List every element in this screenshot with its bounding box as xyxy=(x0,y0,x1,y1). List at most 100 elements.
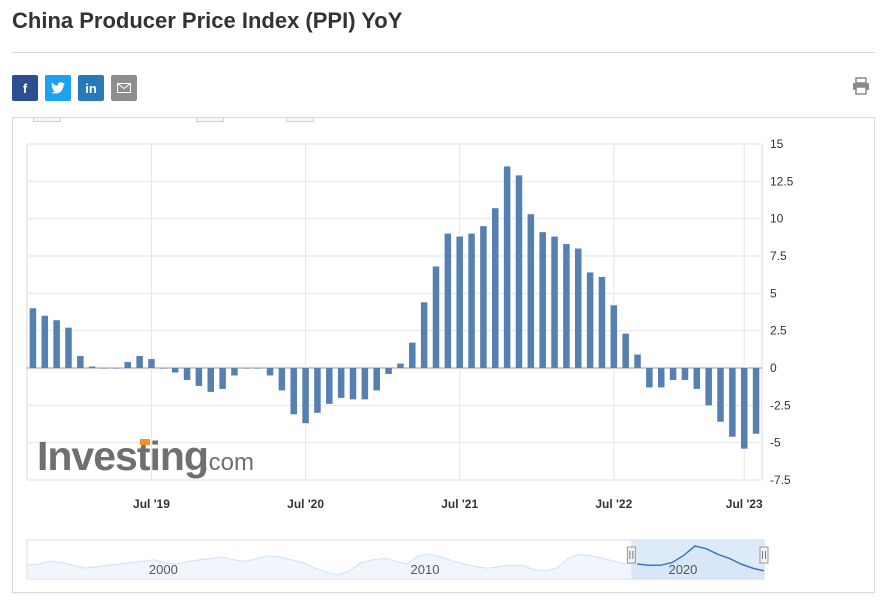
y-tick-label: 2.5 xyxy=(770,324,787,338)
data-bar xyxy=(112,368,120,369)
data-bar xyxy=(574,248,582,368)
data-bar xyxy=(717,368,724,422)
data-bar xyxy=(266,368,274,376)
data-bar xyxy=(361,368,369,400)
data-bar xyxy=(219,368,226,389)
y-tick-label: -5 xyxy=(770,436,781,450)
linkedin-icon: in xyxy=(85,80,97,96)
x-tick-label: Jul '22 xyxy=(595,497,632,511)
data-bar xyxy=(243,368,250,369)
navigator-handle-left[interactable] xyxy=(626,546,636,564)
email-share-button[interactable] xyxy=(111,75,137,101)
navigator-label: 2020 xyxy=(668,562,697,577)
data-bar xyxy=(195,368,203,386)
printer-icon[interactable] xyxy=(851,76,871,96)
data-bar xyxy=(669,368,677,380)
data-bar xyxy=(657,368,665,388)
data-bar xyxy=(646,368,653,388)
data-bar xyxy=(302,368,309,424)
data-bar xyxy=(729,368,736,437)
plot-area-frame xyxy=(26,143,763,481)
data-bar xyxy=(29,308,37,368)
y-tick-label: 7.5 xyxy=(770,249,787,263)
data-bar xyxy=(598,276,606,368)
watermark-accent xyxy=(140,439,150,445)
data-bar xyxy=(681,368,689,380)
data-bar xyxy=(326,368,333,404)
navigator-selected-line xyxy=(637,545,765,572)
data-bar xyxy=(480,226,487,368)
data-bar xyxy=(124,362,132,368)
navigator-area xyxy=(27,546,764,579)
data-bar xyxy=(77,356,84,368)
linkedin-share-button[interactable]: in xyxy=(78,75,104,101)
data-bar xyxy=(100,368,108,369)
y-tick-label: -2.5 xyxy=(770,398,791,412)
chart-container: 15 12.5 10 7.5 5 2.5 0 -2.5 -5 -7.5 Jul '19 Jul '20… xyxy=(12,117,875,593)
data-bar xyxy=(397,363,404,368)
y-tick-label: 15 xyxy=(770,137,784,151)
navigator-mask xyxy=(27,540,632,579)
data-bar xyxy=(88,366,96,368)
data-bar xyxy=(740,368,748,449)
data-bar xyxy=(586,272,594,368)
data-bar xyxy=(136,356,143,368)
data-bar xyxy=(634,354,641,368)
navigator-handle-right[interactable] xyxy=(759,546,769,564)
data-bar xyxy=(752,368,760,434)
data-bar xyxy=(65,327,72,368)
investing-watermark: Investing xyxy=(37,433,208,479)
x-tick-label: Jul '19 xyxy=(133,497,170,511)
data-bar xyxy=(503,166,511,368)
data-bar xyxy=(171,368,179,373)
toolbar-control[interactable] xyxy=(196,118,224,122)
facebook-share-button[interactable]: f xyxy=(12,75,38,101)
title-divider xyxy=(12,52,875,53)
x-tick-label: Jul '20 xyxy=(287,497,324,511)
twitter-icon xyxy=(51,82,65,94)
data-bar xyxy=(539,232,546,368)
data-bar xyxy=(444,233,452,368)
y-tick-label: 12.5 xyxy=(770,174,794,188)
y-tick-label: 5 xyxy=(770,286,777,300)
page-title: China Producer Price Index (PPI) YoY xyxy=(12,8,403,33)
data-bar xyxy=(551,236,558,368)
data-bar xyxy=(314,368,321,413)
x-tick-label: Jul '23 xyxy=(726,497,763,511)
data-bar xyxy=(563,244,570,368)
investing-watermark-suffix: .com xyxy=(202,449,254,476)
navigator-label: 2000 xyxy=(149,562,178,577)
data-bar xyxy=(148,359,155,368)
data-bar xyxy=(373,368,380,391)
data-bar xyxy=(468,233,475,368)
data-bar xyxy=(349,368,357,400)
data-bar xyxy=(693,368,701,389)
data-bar xyxy=(622,333,629,368)
data-bar xyxy=(610,305,618,368)
x-tick-label: Jul '21 xyxy=(441,497,478,511)
data-bar xyxy=(278,368,286,391)
data-bar xyxy=(207,368,215,392)
data-bar xyxy=(456,236,463,368)
twitter-share-button[interactable] xyxy=(45,75,71,101)
data-bar xyxy=(527,214,535,368)
envelope-icon xyxy=(117,83,131,93)
data-bar xyxy=(420,302,428,368)
data-bar xyxy=(183,368,191,380)
data-bar xyxy=(492,208,499,368)
navigator-label: 2010 xyxy=(411,562,440,577)
data-bar xyxy=(705,368,712,406)
data-bar xyxy=(385,368,392,374)
data-bar xyxy=(160,368,167,369)
toolbar-control[interactable] xyxy=(286,118,314,122)
data-bar xyxy=(41,315,49,368)
y-tick-label: 10 xyxy=(770,212,784,226)
data-bar xyxy=(409,342,416,368)
navigator-selection xyxy=(631,540,764,579)
data-bar xyxy=(432,266,440,368)
data-bar xyxy=(290,368,297,415)
data-bar xyxy=(231,368,238,376)
y-tick-label: 0 xyxy=(770,361,777,375)
toolbar-control[interactable] xyxy=(33,118,61,122)
data-bar xyxy=(515,175,523,368)
